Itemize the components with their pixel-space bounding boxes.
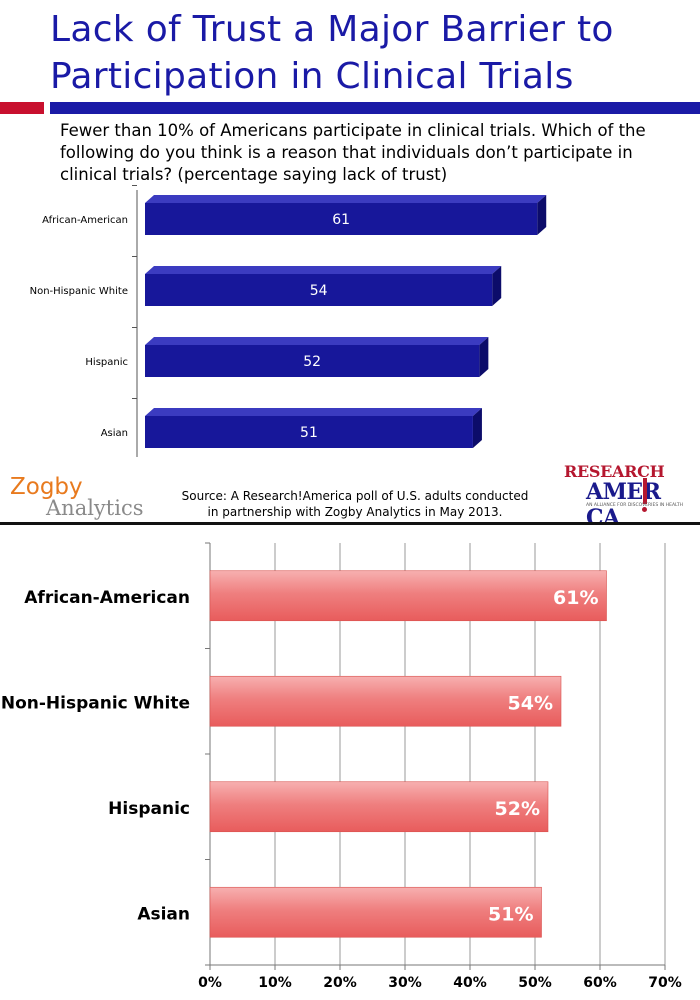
top-bar-side-hispanic	[479, 337, 489, 377]
bar-hispanic	[209, 781, 549, 833]
bottom-bar-chart: 0% 10% 20% 30% 40% 50% 60% 70% 61% African-Americ…	[1, 542, 682, 991]
top-bar-non-hispanic-white	[145, 274, 493, 306]
source-note: Source: A Research!America poll of U.S. …	[160, 488, 550, 520]
x-tick-label: 60%	[583, 975, 617, 991]
bar-african-american	[209, 570, 607, 622]
top-bar-hispanic	[145, 345, 480, 377]
x-tick-label: 40%	[453, 975, 487, 991]
top-category-label-asian: Asian	[101, 428, 128, 439]
source-line2: in partnership with Zogby Analytics in M…	[207, 505, 503, 519]
research-america-logo: RESEARCH AMER CA AN ALLIANCE FOR DISCOVE…	[564, 462, 684, 531]
survey-question: Fewer than 10% of Americans participate …	[60, 121, 646, 184]
top-bar-value-african-american: 61	[332, 212, 350, 228]
x-tick-label: 20%	[323, 975, 357, 991]
x-tick-label: 10%	[258, 975, 292, 991]
category-label-african-american: African-American	[24, 588, 190, 608]
top-bar-value-hispanic: 52	[303, 354, 321, 370]
source-line1: Source: A Research!America poll of U.S. …	[181, 489, 529, 503]
category-label-asian: Asian	[137, 904, 190, 924]
top-bar-value-non-hispanic-white: 54	[310, 283, 328, 299]
top-category-label-non-hispanic-white: Non-Hispanic White	[30, 286, 128, 297]
x-tick-label: 30%	[388, 975, 422, 991]
x-tick-label: 50%	[518, 975, 552, 991]
bar-value-african-american: 61%	[553, 587, 598, 609]
top-bar-value-asian: 51	[300, 425, 318, 441]
bar-non-hispanic-white	[209, 675, 562, 727]
title-rule-red	[0, 102, 44, 114]
top-bar-top-african-american	[145, 195, 547, 203]
top-category-label-hispanic: Hispanic	[85, 357, 128, 368]
top-bar-top-non-hispanic-white	[145, 266, 502, 274]
top-bar-chart: 61 African-American 54 Non-Hispanic White 52…	[30, 185, 547, 457]
slide-title-line2: Participation in Clinical Trials	[50, 56, 574, 97]
bar-value-hispanic: 52%	[495, 798, 540, 820]
x-tick-label: 70%	[648, 975, 682, 991]
x-tick-label: 0%	[198, 975, 222, 991]
top-bar-african-american	[145, 203, 538, 235]
top-bar-asian	[145, 416, 473, 448]
top-bar-side-non-hispanic-white	[492, 266, 502, 306]
top-bar-top-asian	[145, 408, 482, 416]
bar-value-asian: 51%	[488, 903, 533, 925]
slide-title-line1: Lack of Trust a Major Barrier to	[50, 9, 614, 50]
zogby-analytics-logo: Zogby Analytics	[10, 474, 144, 520]
top-bar-top-hispanic	[145, 337, 489, 345]
top-bar-side-african-american	[537, 195, 547, 235]
bar-value-non-hispanic-white: 54%	[508, 692, 553, 714]
category-label-hispanic: Hispanic	[108, 799, 190, 819]
bottom-chart-panel: 0% 10% 20% 30% 40% 50% 60% 70% 61% African-Americ…	[0, 525, 700, 1000]
panel-divider	[0, 522, 700, 525]
top-slide: Lack of Trust a Major Barrier to Partici…	[0, 9, 700, 531]
bar-asian	[209, 886, 542, 938]
category-label-non-hispanic-white: Non-Hispanic White	[1, 693, 190, 713]
title-rule-blue	[50, 102, 700, 114]
top-category-label-african-american: African-American	[42, 215, 128, 226]
top-bar-side-asian	[472, 408, 482, 448]
